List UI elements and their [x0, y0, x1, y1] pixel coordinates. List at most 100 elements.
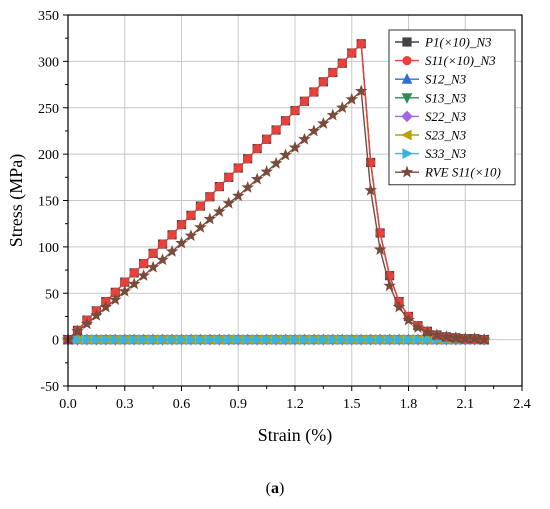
data-point	[430, 328, 444, 341]
data-point	[250, 172, 264, 185]
data-point	[288, 141, 302, 153]
data-point	[233, 163, 243, 173]
data-point	[326, 108, 340, 121]
data-point	[175, 236, 188, 249]
data-point	[91, 334, 103, 345]
data-point	[156, 253, 169, 266]
data-point	[214, 334, 226, 345]
data-point	[148, 334, 160, 345]
caption-close: )	[279, 480, 285, 497]
data-point	[366, 334, 377, 345]
data-point	[205, 334, 216, 345]
data-point	[394, 334, 406, 345]
data-point	[317, 116, 330, 129]
data-point	[290, 105, 300, 116]
y-tick-label: 100	[38, 241, 59, 256]
data-point	[252, 143, 262, 154]
y-tick-label: 350	[38, 9, 59, 24]
data-point	[356, 39, 366, 49]
data-point	[422, 334, 434, 345]
data-point	[298, 132, 311, 145]
data-point	[127, 277, 141, 290]
data-point	[157, 239, 168, 249]
data-point	[269, 156, 283, 169]
legend-label: S33_N3	[425, 146, 467, 161]
data-point	[137, 269, 150, 281]
legend-box	[388, 29, 516, 186]
data-point	[146, 260, 160, 273]
legend-label: S12_N3	[425, 72, 467, 87]
y-tick-label: 150	[38, 195, 59, 210]
data-point	[290, 334, 302, 345]
data-point	[262, 134, 272, 144]
data-point	[203, 212, 217, 225]
legend-swatch-marker	[401, 93, 413, 104]
data-point	[167, 334, 179, 345]
data-point	[364, 183, 377, 196]
y-tick-label: 300	[38, 55, 59, 70]
data-point	[222, 196, 236, 209]
stress-strain-chart: 0.0 0.3 0.6 0.9 1.2 1.5 1.8 2.1 2.4 -50 0 50 100 150 2…	[6, 9, 531, 446]
data-point	[252, 334, 264, 345]
data-point	[118, 284, 131, 297]
x-tick-label: 1.2	[286, 397, 304, 412]
series-RVE S11(×10)	[61, 84, 491, 345]
data-point	[243, 154, 253, 164]
legend-label: S22_N3	[425, 109, 467, 124]
legend-swatch-marker	[400, 129, 412, 141]
data-point	[299, 334, 311, 345]
data-point	[299, 96, 310, 106]
data-point	[440, 330, 453, 343]
data-point	[356, 334, 368, 345]
data-point	[243, 334, 254, 345]
legend: P1(×10)_N3 S11(×10)_N3 S12_N3 S13_N3 S22_N3 S…	[388, 29, 516, 186]
legend-swatch-marker	[400, 165, 414, 178]
data-point	[195, 201, 206, 211]
caption-open: (	[265, 480, 271, 497]
data-point	[328, 334, 339, 345]
x-tick-label: 0.3	[116, 397, 134, 412]
legend-swatch-marker	[402, 55, 412, 66]
data-point	[307, 124, 321, 137]
data-point	[82, 334, 94, 345]
data-point	[213, 205, 226, 217]
data-point	[384, 334, 396, 345]
y-tick-label: -50	[40, 380, 59, 395]
data-point	[167, 230, 177, 240]
caption-label: a	[271, 480, 279, 497]
data-point	[139, 258, 149, 269]
data-point	[90, 308, 103, 321]
data-point	[337, 58, 347, 68]
data-point	[280, 334, 292, 345]
data-point	[468, 332, 481, 344]
data-point	[262, 334, 273, 345]
data-point	[279, 148, 292, 161]
data-point	[120, 334, 131, 345]
data-point	[176, 334, 188, 345]
x-tick-label: 0.0	[59, 397, 77, 412]
x-tick-label: 0.9	[230, 397, 248, 412]
legend-swatch-marker	[401, 110, 413, 123]
data-point	[309, 334, 321, 345]
data-point	[139, 334, 150, 345]
data-point	[421, 325, 434, 338]
data-point	[413, 334, 425, 345]
y-tick-label: 0	[52, 334, 59, 349]
data-point	[110, 334, 122, 345]
data-point	[233, 334, 245, 345]
data-point	[403, 334, 415, 345]
data-point	[260, 165, 273, 178]
data-point	[71, 324, 84, 337]
data-point	[232, 189, 245, 202]
x-tick-label: 2.1	[457, 397, 475, 412]
legend-label: S11(×10)_N3	[425, 53, 496, 68]
legend-swatch-marker	[402, 148, 414, 159]
data-point	[165, 244, 179, 257]
data-point	[354, 84, 368, 97]
data-point	[224, 172, 234, 182]
data-point	[373, 243, 387, 255]
data-point	[101, 334, 112, 345]
data-point	[99, 300, 113, 313]
data-point	[184, 229, 198, 242]
data-point	[186, 334, 198, 345]
